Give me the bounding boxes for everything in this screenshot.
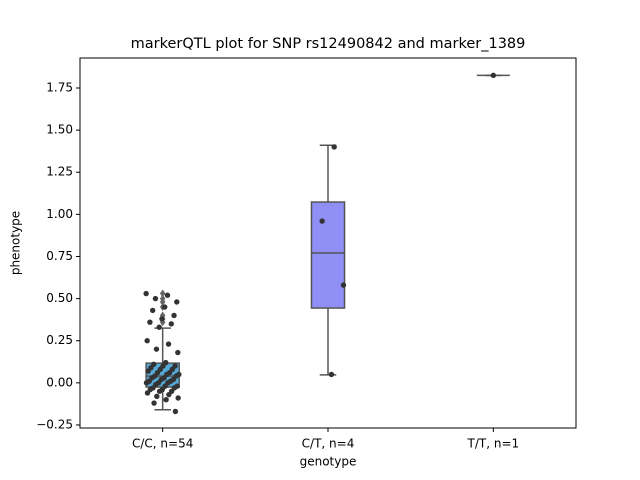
point <box>331 144 337 150</box>
point <box>153 346 160 352</box>
x-axis-label: genotype <box>300 455 357 469</box>
point <box>166 391 172 398</box>
y-tick-label: 1.00 <box>46 207 73 221</box>
point <box>152 295 159 302</box>
x-tick-label: C/T, n=4 <box>302 437 355 451</box>
point <box>147 319 153 325</box>
y-axis-label: phenotype <box>9 211 23 275</box>
y-tick-label: 0.25 <box>46 333 73 347</box>
x-tick-label: C/C, n=54 <box>132 437 193 451</box>
point <box>175 349 181 356</box>
point <box>328 371 335 378</box>
point <box>172 408 179 415</box>
point <box>490 72 497 79</box>
y-tick-label: 0.00 <box>46 375 73 389</box>
box <box>310 201 346 309</box>
y-tick-label: 0.50 <box>46 291 73 305</box>
point <box>319 218 325 224</box>
point <box>174 299 180 305</box>
point <box>175 395 181 401</box>
y-tick-label: 1.50 <box>46 123 73 137</box>
point <box>151 400 157 406</box>
point <box>156 324 162 330</box>
point <box>159 316 165 322</box>
plot-frame <box>79 57 577 429</box>
point <box>171 312 177 319</box>
point <box>145 368 151 374</box>
point <box>162 304 168 310</box>
y-tick-label: 0.75 <box>46 249 73 263</box>
y-tick-label: 1.75 <box>46 80 73 94</box>
point <box>163 396 169 403</box>
flier <box>159 289 166 298</box>
point <box>143 290 149 297</box>
chart-title: markerQTL plot for SNP rs12490842 and ma… <box>131 36 526 52</box>
point <box>156 388 163 394</box>
point <box>143 380 150 386</box>
point <box>168 321 174 327</box>
point <box>149 307 156 314</box>
point <box>164 292 171 298</box>
point <box>154 393 160 400</box>
y-tick-label: 1.25 <box>46 165 73 179</box>
point <box>340 282 347 288</box>
y-tick-label: −0.25 <box>36 417 73 431</box>
x-tick-label: T/T, n=1 <box>467 437 520 451</box>
point <box>165 341 172 347</box>
flier <box>159 294 166 303</box>
point <box>144 390 151 396</box>
point <box>144 338 150 344</box>
